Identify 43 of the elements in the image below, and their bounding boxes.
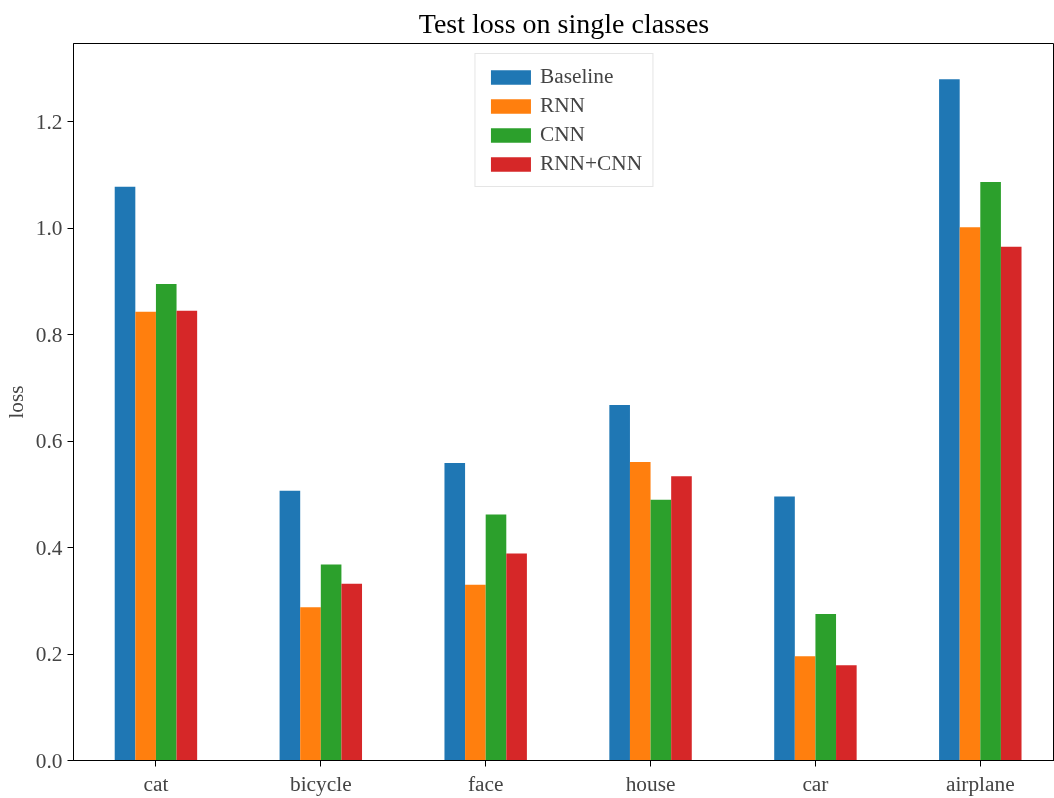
bar: [774, 496, 795, 761]
y-tick-label: 1.2: [35, 109, 63, 134]
chart-title: Test loss on single classes: [418, 7, 710, 39]
bar: [320, 564, 342, 761]
x-tick-label: car: [802, 771, 829, 796]
y-tick-label: 0.6: [35, 429, 63, 454]
x-tick-label: airplane: [945, 771, 1015, 796]
bar: [506, 553, 527, 761]
bar: [485, 514, 507, 761]
bar: [114, 186, 136, 761]
bar: [155, 284, 177, 761]
y-tick-label: 1.0: [35, 216, 63, 241]
y-tick-label: 0.0: [35, 748, 63, 773]
bar: [300, 607, 321, 761]
y-tick-label: 0.2: [35, 642, 63, 667]
bar: [1000, 246, 1022, 761]
bar: [279, 490, 301, 761]
x-tick-label: house: [625, 771, 676, 796]
y-tick-label: 0.4: [35, 535, 63, 560]
bar: [341, 583, 363, 761]
bar: [939, 79, 960, 761]
legend-label: RNN+CNN: [539, 151, 643, 176]
y-axis-title: loss: [3, 385, 28, 419]
bar: [135, 311, 156, 761]
x-tick-label: cat: [143, 771, 169, 796]
bar: [815, 614, 837, 761]
x-tick-label: face: [467, 771, 504, 796]
bar: [176, 310, 198, 761]
bar: [465, 584, 486, 761]
legend-label: CNN: [539, 122, 585, 147]
x-tick-label: bicycle: [290, 771, 352, 796]
bar: [959, 227, 981, 761]
bar: [671, 476, 692, 761]
legend-label: Baseline: [539, 64, 614, 89]
bar: [794, 656, 816, 761]
legend-label: RNN: [539, 93, 585, 118]
bar: [836, 665, 857, 761]
bar: [980, 181, 1001, 761]
bar: [650, 499, 672, 761]
bar: [609, 404, 630, 761]
bar: [629, 461, 651, 761]
y-tick-label: 0.8: [35, 322, 63, 347]
bar: [444, 462, 466, 761]
